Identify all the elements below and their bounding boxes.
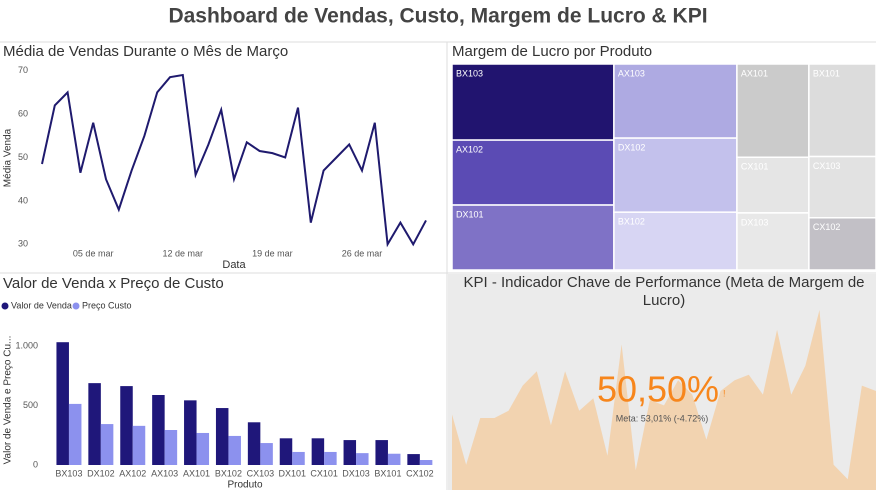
chart-title: Valor de Venda x Preço de Custo xyxy=(3,275,224,292)
x-tick-label: AX101 xyxy=(183,468,210,478)
y-tick-label: 30 xyxy=(18,239,28,249)
bar xyxy=(292,451,305,465)
bar xyxy=(132,425,146,465)
x-axis-label: Produto xyxy=(227,480,262,490)
bar xyxy=(100,424,114,465)
bar xyxy=(375,440,388,465)
x-tick-label: AX103 xyxy=(151,468,178,478)
kpi-alert: ! xyxy=(723,388,726,398)
cell-label: BX101 xyxy=(813,68,840,78)
bar xyxy=(228,435,241,465)
y-tick-label: 0 xyxy=(33,459,38,469)
x-tick-label: 19 de mar xyxy=(252,248,293,258)
treemap-cell xyxy=(808,155,876,219)
bar xyxy=(387,453,401,465)
y-tick-label: 50 xyxy=(18,152,28,162)
legend-marker xyxy=(72,302,80,310)
bar xyxy=(184,400,197,465)
chart-title: Média de Vendas Durante o Mês de Março xyxy=(3,43,288,60)
trend-area xyxy=(452,310,876,490)
bar xyxy=(88,383,101,465)
cell-label: DX102 xyxy=(618,142,646,152)
x-tick-label: 26 de mar xyxy=(342,248,383,258)
bar xyxy=(120,386,133,465)
treemap-cell xyxy=(613,211,738,271)
bar xyxy=(311,438,325,465)
legend-label: Preço Custo xyxy=(82,300,132,310)
cell-label: AX103 xyxy=(618,68,645,78)
kpi-goal: Meta: 53,01% (-4.72%) xyxy=(616,413,709,423)
x-tick-label: AX102 xyxy=(119,468,146,478)
chart-title: KPI - Indicador Chave de Performance (Me… xyxy=(463,274,865,309)
x-tick-label: CX102 xyxy=(406,468,434,478)
dashboard-title: Dashboard de Vendas, Custo, Margem de Lu… xyxy=(168,5,707,28)
bar xyxy=(324,451,337,465)
bar xyxy=(164,430,178,465)
bar xyxy=(56,342,69,465)
y-tick-label: 70 xyxy=(18,65,28,75)
y-tick-label: 500 xyxy=(23,400,38,410)
bar xyxy=(152,395,165,465)
cell-label: DX103 xyxy=(741,217,769,227)
treemap-cell xyxy=(808,63,876,158)
cell-label: CX103 xyxy=(813,161,841,171)
treemap-cell xyxy=(736,212,810,271)
kpi-value: 50,50% xyxy=(597,369,719,410)
y-axis-label: Média Venda xyxy=(3,128,14,187)
treemap-cell xyxy=(613,137,738,213)
y-tick-label: 40 xyxy=(18,195,28,205)
x-tick-label: 12 de mar xyxy=(163,248,204,258)
bar xyxy=(356,453,369,465)
x-tick-label: CX103 xyxy=(247,468,275,478)
cell-label: BX103 xyxy=(456,68,483,78)
line xyxy=(41,73,427,248)
bar xyxy=(68,403,82,465)
x-tick-label: 05 de mar xyxy=(73,248,114,258)
x-tick-label: CX101 xyxy=(310,468,338,478)
cell-label: AX101 xyxy=(741,68,768,78)
bar xyxy=(260,443,273,465)
x-tick-label: DX102 xyxy=(87,468,115,478)
treemap-cell xyxy=(808,217,876,271)
treemap-cell xyxy=(736,63,810,159)
x-tick-label: DX101 xyxy=(278,468,306,478)
treemap-cell xyxy=(736,156,810,214)
bar xyxy=(279,438,293,465)
x-tick-label: BX102 xyxy=(215,468,242,478)
y-tick-label: 1.000 xyxy=(15,341,38,351)
legend-marker xyxy=(1,302,9,310)
bar xyxy=(196,432,210,465)
legend-label: Valor de Venda xyxy=(11,300,72,310)
bar xyxy=(343,440,357,465)
cell-label: BX102 xyxy=(618,217,645,227)
chart-title: Margem de Lucro por Produto xyxy=(452,43,652,60)
bar xyxy=(247,422,261,465)
bar xyxy=(407,454,420,465)
treemap-cell xyxy=(613,63,738,139)
x-tick-label: DX103 xyxy=(342,468,370,478)
x-axis-label: Data xyxy=(222,259,246,271)
y-axis-label: Valor de Venda e Preço Cu... xyxy=(3,336,14,465)
cell-label: CX101 xyxy=(741,162,769,172)
bar xyxy=(419,460,433,465)
x-tick-label: BX103 xyxy=(55,468,82,478)
cell-label: CX102 xyxy=(813,222,841,232)
bar xyxy=(215,408,229,465)
cell-label: AX102 xyxy=(456,144,483,154)
cell-label: DX101 xyxy=(456,209,484,219)
y-tick-label: 60 xyxy=(18,108,28,118)
x-tick-label: BX101 xyxy=(374,468,401,478)
